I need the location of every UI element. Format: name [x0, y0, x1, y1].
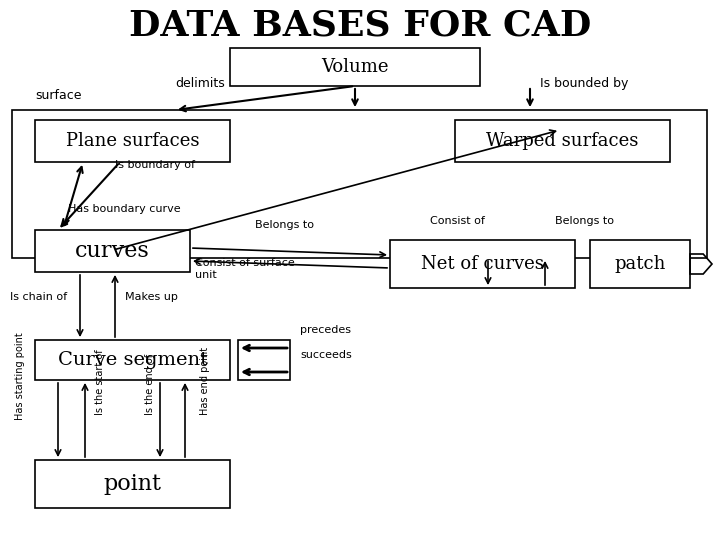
Text: Makes up: Makes up	[125, 292, 178, 302]
Text: Volume: Volume	[321, 58, 389, 76]
Text: Curve segment: Curve segment	[58, 351, 207, 369]
Bar	[35, 460, 230, 508]
Text: Warped surfaces: Warped surfaces	[486, 132, 639, 150]
Text: Net of curves: Net of curves	[421, 255, 544, 273]
Text: Has starting point: Has starting point	[15, 332, 25, 420]
Text: Is the end of: Is the end of	[145, 354, 155, 415]
Text: Belongs to: Belongs to	[255, 220, 314, 230]
Text: Is bounded by: Is bounded by	[540, 77, 629, 90]
Text: precedes: precedes	[300, 325, 351, 335]
Text: Has boundary curve: Has boundary curve	[68, 204, 181, 214]
Text: Consist of surface
unit: Consist of surface unit	[195, 258, 294, 280]
Bar	[230, 48, 480, 86]
Text: Has end point: Has end point	[200, 347, 210, 415]
Bar	[238, 340, 290, 380]
Bar	[12, 110, 707, 258]
Text: Belongs to: Belongs to	[555, 216, 614, 226]
Bar	[35, 120, 230, 162]
Bar	[35, 230, 190, 272]
Text: Consist of: Consist of	[430, 216, 485, 226]
Bar	[35, 340, 230, 380]
Text: surface: surface	[35, 89, 81, 102]
Text: Plane surfaces: Plane surfaces	[66, 132, 199, 150]
Text: DATA BASES FOR CAD: DATA BASES FOR CAD	[129, 8, 591, 42]
Text: delimits: delimits	[175, 77, 225, 90]
Bar	[390, 240, 575, 288]
Text: Is the start of: Is the start of	[95, 349, 105, 415]
Text: point: point	[104, 473, 161, 495]
Text: patch: patch	[614, 255, 666, 273]
Bar	[455, 120, 670, 162]
Text: Is boundary of: Is boundary of	[115, 160, 195, 170]
Text: Is chain of: Is chain of	[10, 292, 67, 302]
Text: curves: curves	[75, 240, 150, 262]
Text: succeeds: succeeds	[300, 350, 352, 360]
Bar	[590, 240, 690, 288]
